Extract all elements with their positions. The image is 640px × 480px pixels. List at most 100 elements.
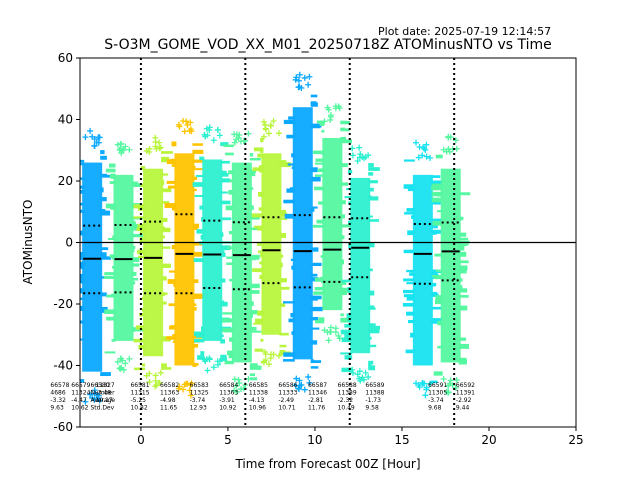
orbit-fringe — [137, 205, 146, 209]
stat-label-line: 10.71 — [278, 405, 295, 412]
outlier-marker — [354, 371, 361, 378]
orbit-fringe — [100, 306, 108, 311]
orbit-core — [113, 174, 134, 341]
outlier-marker — [295, 385, 302, 392]
orbit-fringe — [100, 372, 111, 377]
stat-label-line: 66583 — [190, 382, 209, 389]
orbit-fringe — [315, 319, 325, 324]
x-tick-label: 25 — [568, 433, 583, 447]
orbit-fringe — [100, 247, 109, 251]
orbit-fringe — [252, 167, 264, 172]
orbit-fringe — [220, 178, 231, 183]
orbit-fringe — [225, 152, 234, 156]
outlier-marker — [452, 137, 459, 144]
orbit-fringe — [220, 173, 229, 177]
orbit-fringe — [290, 312, 295, 318]
outlier-marker — [357, 377, 364, 384]
orbit-fringe — [340, 214, 345, 219]
orbit-fringe — [220, 250, 225, 254]
orbit-fringe — [249, 257, 260, 260]
orbit-fringe — [434, 299, 443, 305]
orbit-fringe — [104, 272, 116, 276]
orbit-fringe — [106, 316, 116, 321]
orbit-fringe — [340, 120, 348, 125]
orbit-fringe — [131, 224, 138, 228]
orbit-cloud-0 — [80, 127, 112, 405]
orbit-fringe — [368, 219, 380, 222]
orbit-fringe — [458, 251, 467, 257]
orbit-fringe — [80, 185, 85, 188]
orbit-fringe — [253, 322, 264, 325]
orbit-fringe — [290, 258, 295, 261]
stat-label-line: 66580 — [90, 382, 109, 389]
orbit-fringe — [310, 340, 318, 345]
outlier-marker — [114, 358, 121, 365]
orbit-fringe — [340, 235, 345, 240]
stat-label-line: 11315 — [130, 390, 149, 397]
outlier-marker — [362, 154, 369, 161]
outlier-marker — [267, 122, 274, 129]
outlier-marker — [157, 369, 164, 376]
outlier-marker — [91, 142, 98, 149]
orbit-fringe — [437, 210, 443, 213]
orbit-fringe — [135, 325, 146, 330]
orbit-fringe — [249, 301, 254, 306]
orbit-fringe — [104, 309, 116, 314]
outlier-marker — [143, 147, 150, 154]
orbit-fringe — [368, 215, 373, 218]
outlier-marker — [231, 139, 238, 146]
stat-label-line: 9.63 — [50, 405, 64, 412]
orbit-fringe — [403, 294, 415, 298]
orbit-fringe — [161, 263, 171, 268]
stat-label-line: 10.17 — [96, 397, 113, 404]
orbit-fringe — [80, 306, 85, 312]
outlier-marker — [152, 372, 159, 379]
orbit-fringe — [348, 289, 353, 294]
orbit-fringe — [131, 249, 135, 252]
orbit-fringe — [279, 160, 287, 164]
orbit-fringe — [431, 197, 443, 203]
orbit-fringe — [279, 332, 289, 336]
outlier-marker — [275, 130, 282, 137]
orbit-fringe — [220, 354, 227, 360]
orbit-fringe — [173, 282, 177, 287]
stat-label-line: 66588 — [338, 382, 357, 389]
orbit-fringe — [109, 174, 116, 179]
orbit-fringe — [192, 188, 197, 192]
orbit-fringe — [249, 187, 254, 190]
stat-label-line: -4.98 — [160, 397, 176, 404]
stat-label-line: -3.48 — [96, 390, 112, 397]
orbit-fringe — [430, 223, 438, 229]
outlier-marker — [349, 152, 356, 159]
orbit-fringe — [258, 250, 264, 254]
outlier-marker — [305, 81, 312, 88]
outlier-marker — [422, 392, 429, 399]
orbit-fringe — [368, 344, 377, 348]
orbit-fringe — [406, 269, 415, 273]
orbit-fringe — [249, 363, 258, 369]
orbit-fringe — [228, 189, 234, 195]
stat-label-line: 66578 — [50, 382, 69, 389]
orbit-fringe — [310, 208, 315, 212]
orbit-fringe — [100, 256, 112, 260]
orbit-fringe — [111, 339, 116, 342]
orbit-core — [412, 174, 433, 366]
outlier-marker — [453, 377, 460, 384]
orbit-fringe — [100, 309, 105, 313]
orbit-fringe — [220, 232, 224, 237]
orbit-core — [143, 168, 164, 357]
orbit-fringe — [257, 310, 264, 316]
orbit-fringe — [161, 188, 172, 193]
orbit-cloud-7 — [283, 71, 323, 393]
orbit-fringe — [192, 344, 199, 348]
orbit-fringe — [284, 213, 295, 219]
orbit-fringe — [161, 156, 170, 161]
orbit-fringe — [257, 191, 264, 197]
orbit-fringe — [458, 269, 467, 274]
orbit-fringe — [458, 232, 467, 237]
orbit-fringe — [407, 230, 415, 236]
outlier-marker — [236, 380, 243, 387]
orbit-fringe — [192, 363, 199, 366]
orbit-core — [202, 159, 223, 341]
orbit-fringe — [169, 270, 177, 273]
